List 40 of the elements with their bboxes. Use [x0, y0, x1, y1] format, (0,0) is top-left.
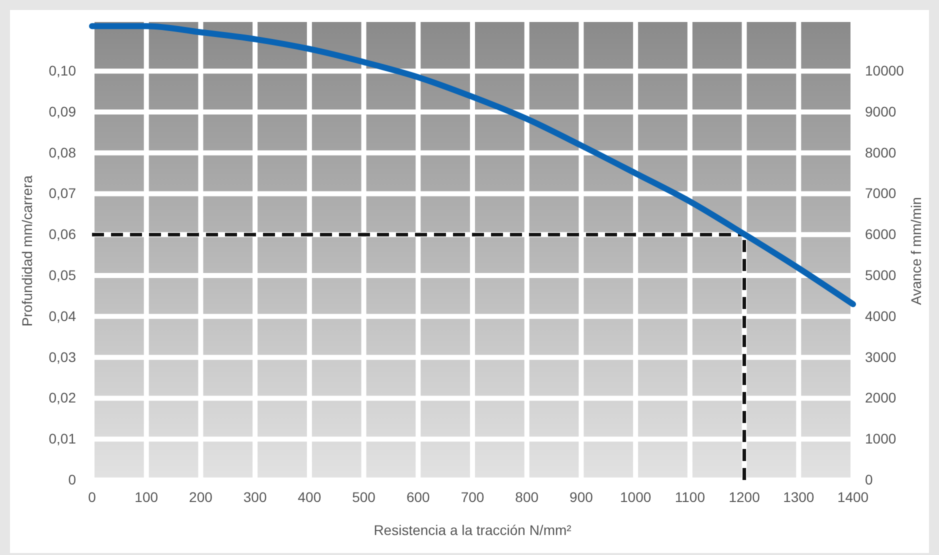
y2-tick-label: 0 — [865, 471, 873, 488]
y2-tick-label: 8000 — [865, 144, 896, 160]
y2-tick-label: 5000 — [865, 267, 896, 284]
x-tick-label: 1000 — [620, 489, 652, 505]
x-tick-label: 700 — [460, 489, 484, 505]
x-tick-label: 1200 — [728, 489, 760, 505]
x-tick-label: 1100 — [674, 489, 706, 505]
x-tick-label: 1400 — [837, 489, 869, 505]
x-tick-label: 800 — [515, 489, 539, 505]
y2-tick-label: 10000 — [865, 62, 904, 79]
y2-tick-label: 1000 — [865, 430, 896, 447]
x-tick-label: 100 — [134, 489, 158, 505]
x-tick-label: 400 — [298, 489, 322, 505]
y2-axis-title: Avance f mm/min — [908, 197, 924, 305]
y-tick-label: 0,01 — [48, 430, 76, 447]
x-tick-label: 300 — [243, 489, 267, 505]
x-tick-label: 1300 — [783, 489, 814, 505]
y2-tick-label: 2000 — [865, 390, 896, 406]
y2-tick-label: 3000 — [865, 348, 896, 365]
y2-tick-label: 4000 — [865, 308, 896, 324]
x-tick-label: 900 — [570, 489, 594, 505]
y-tick-label: 0,08 — [48, 144, 76, 160]
x-tick-label: 600 — [406, 489, 430, 505]
y-tick-label: 0 — [68, 471, 76, 488]
y-tick-label: 0,06 — [48, 226, 76, 242]
x-tick-label: 200 — [189, 489, 213, 505]
y-tick-label: 0,09 — [48, 103, 76, 120]
y2-tick-label: 6000 — [865, 226, 896, 242]
y2-tick-label: 7000 — [865, 185, 896, 202]
y-tick-label: 0,04 — [48, 308, 76, 324]
y-tick-label: 0,02 — [48, 390, 76, 406]
y-tick-label: 0,07 — [48, 185, 76, 202]
y-tick-label: 0,03 — [48, 348, 76, 365]
y-tick-label: 0,10 — [48, 62, 76, 79]
y-axis-title: Profundidad mm/carrera — [19, 175, 35, 326]
x-tick-label: 0 — [88, 489, 96, 505]
y2-tick-label: 9000 — [865, 103, 896, 120]
y-tick-label: 0,05 — [48, 267, 76, 284]
x-axis-title: Resistencia a la tracción N/mm² — [374, 522, 572, 538]
x-tick-label: 500 — [352, 489, 376, 505]
